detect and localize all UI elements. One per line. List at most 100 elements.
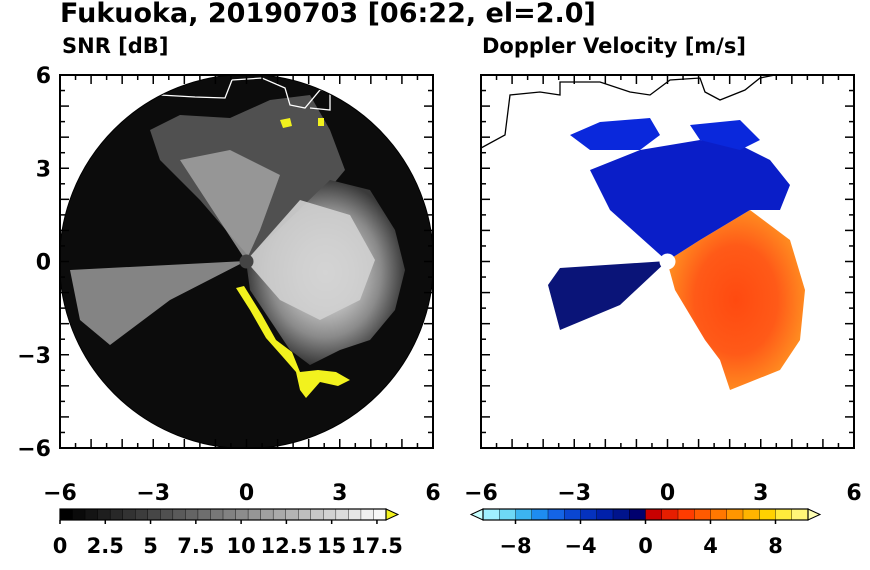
velocity-colorbar-cell — [499, 508, 517, 521]
snr-colorbar-cell — [310, 508, 324, 521]
velocity-colorbar-label: −8 — [499, 534, 531, 558]
snr-colorbar-label: 17.5 — [351, 534, 403, 558]
velocity-colorbar-cell — [515, 508, 533, 521]
snr-panel — [60, 75, 433, 448]
velocity-colorbar-cell — [759, 508, 777, 521]
snr-highlight-south — [236, 286, 350, 398]
snr-colorbar-frame — [59, 508, 387, 521]
velocity-xtick-label: −3 — [557, 481, 591, 506]
snr-panel-title: SNR [dB] — [62, 34, 169, 58]
velocity-axis-ticks — [480, 74, 855, 449]
snr-colorbar-cell — [197, 508, 212, 521]
velocity-colorbar-cell — [710, 508, 728, 521]
velocity-colorbar-cell — [482, 508, 500, 521]
velocity-echo-approaching — [590, 140, 790, 261]
velocity-panel — [481, 75, 805, 390]
snr-ytick-label: −3 — [17, 344, 51, 369]
velocity-colorbar-label: 4 — [703, 534, 718, 558]
velocity-xtick-label: 6 — [846, 481, 861, 506]
snr-colorbar-cell — [348, 508, 362, 521]
velocity-coastline — [481, 75, 776, 149]
velocity-colorbar-arrow-max — [807, 508, 822, 521]
snr-colorbar-cell — [298, 508, 312, 521]
snr-colorbar-cell — [109, 508, 124, 521]
velocity-xtick-label: 0 — [660, 481, 675, 506]
velocity-colorbar-cell — [694, 508, 712, 521]
snr-colorbar-cell — [185, 508, 199, 521]
velocity-colorbar-cell — [677, 508, 695, 521]
velocity-colorbar-cell — [564, 508, 582, 521]
snr-colorbar: 0 2.5 5 7.5 10 12.5 15 17.5 — [53, 508, 403, 558]
velocity-colorbar-label: −4 — [564, 534, 596, 558]
snr-colorbar-cell — [160, 508, 174, 521]
velocity-axis-labels: −6 −3 0 3 6 — [464, 481, 862, 506]
velocity-xtick-label: −6 — [464, 481, 498, 506]
velocity-colorbar-cell — [531, 508, 549, 521]
snr-colorbar-cell — [247, 508, 262, 521]
snr-colorbar-cell — [323, 508, 337, 521]
snr-colorbar-label: 7.5 — [177, 534, 214, 558]
snr-axis-labels: −6 −3 0 3 6 6 3 0 −3 −6 — [17, 64, 440, 506]
velocity-colorbar-cell — [580, 508, 598, 521]
snr-colorbar-label: 10 — [226, 534, 255, 558]
snr-ytick-label: 6 — [36, 64, 51, 89]
main-title: Fukuoka, 20190703 [06:22, el=2.0] — [60, 0, 596, 29]
snr-colorbar-label: 5 — [143, 534, 158, 558]
snr-colorbar-cell — [285, 508, 299, 521]
snr-echo-west — [70, 261, 246, 345]
velocity-echo-west — [548, 261, 667, 330]
snr-xtick-label: 3 — [332, 481, 347, 506]
snr-colorbar-arrow-max — [385, 508, 400, 521]
snr-colorbar-label: 15 — [317, 534, 346, 558]
velocity-panel-title: Doppler Velocity [m/s] — [482, 34, 746, 58]
snr-colorbar-label: 2.5 — [87, 534, 124, 558]
velocity-colorbar-cell — [661, 508, 679, 521]
snr-ytick-label: 3 — [36, 157, 51, 182]
velocity-colorbar: −8 −4 0 4 8 — [469, 508, 822, 558]
velocity-colorbar-cell — [629, 508, 647, 521]
snr-colorbar-cell — [72, 508, 86, 521]
velocity-colorbar-label: 0 — [638, 534, 653, 558]
snr-colorbar-cell — [373, 508, 387, 521]
velocity-colorbar-cell — [726, 508, 744, 521]
snr-xtick-label: −3 — [136, 481, 170, 506]
snr-ytick-label: 0 — [36, 251, 51, 276]
velocity-colorbar-label: 8 — [768, 534, 783, 558]
snr-colorbar-cell — [222, 508, 237, 521]
snr-radar-center — [239, 254, 254, 269]
velocity-colorbar-cell — [791, 508, 809, 521]
snr-xtick-label: 6 — [425, 481, 440, 506]
snr-colorbar-cell — [97, 508, 111, 521]
snr-colorbar-label: 0 — [53, 534, 68, 558]
velocity-colorbar-cell — [547, 508, 565, 521]
velocity-xtick-label: 3 — [753, 481, 768, 506]
velocity-colorbar-cell — [596, 508, 614, 521]
velocity-echo-ne — [570, 118, 760, 150]
snr-colorbar-cell — [135, 508, 149, 521]
snr-ytick-label: −6 — [17, 437, 51, 462]
velocity-colorbar-arrow-min — [469, 508, 484, 521]
snr-echo-core — [246, 200, 375, 320]
snr-colorbar-cell — [360, 508, 375, 521]
snr-colorbar-cell — [235, 508, 249, 521]
snr-highlight-north — [280, 118, 324, 128]
snr-xtick-label: 0 — [239, 481, 254, 506]
snr-colorbar-cell — [84, 508, 99, 521]
velocity-radar-center — [659, 253, 676, 270]
snr-colorbar-cell — [210, 508, 224, 521]
snr-coastline — [159, 77, 331, 111]
snr-colorbar-cell — [272, 508, 287, 521]
snr-colorbar-cell — [260, 508, 274, 521]
velocity-colorbar-cell — [775, 508, 793, 521]
snr-colorbar-cell — [172, 508, 186, 521]
snr-axis-ticks — [59, 74, 434, 449]
snr-xtick-label: −6 — [43, 481, 77, 506]
velocity-colorbar-cell — [742, 508, 760, 521]
snr-colorbar-label: 12.5 — [260, 534, 312, 558]
velocity-echo-receding — [667, 210, 805, 390]
snr-colorbar-cell — [335, 508, 349, 521]
velocity-colorbar-cell — [645, 508, 663, 521]
snr-colorbar-cell — [59, 508, 74, 521]
snr-echo-nw — [180, 150, 280, 261]
